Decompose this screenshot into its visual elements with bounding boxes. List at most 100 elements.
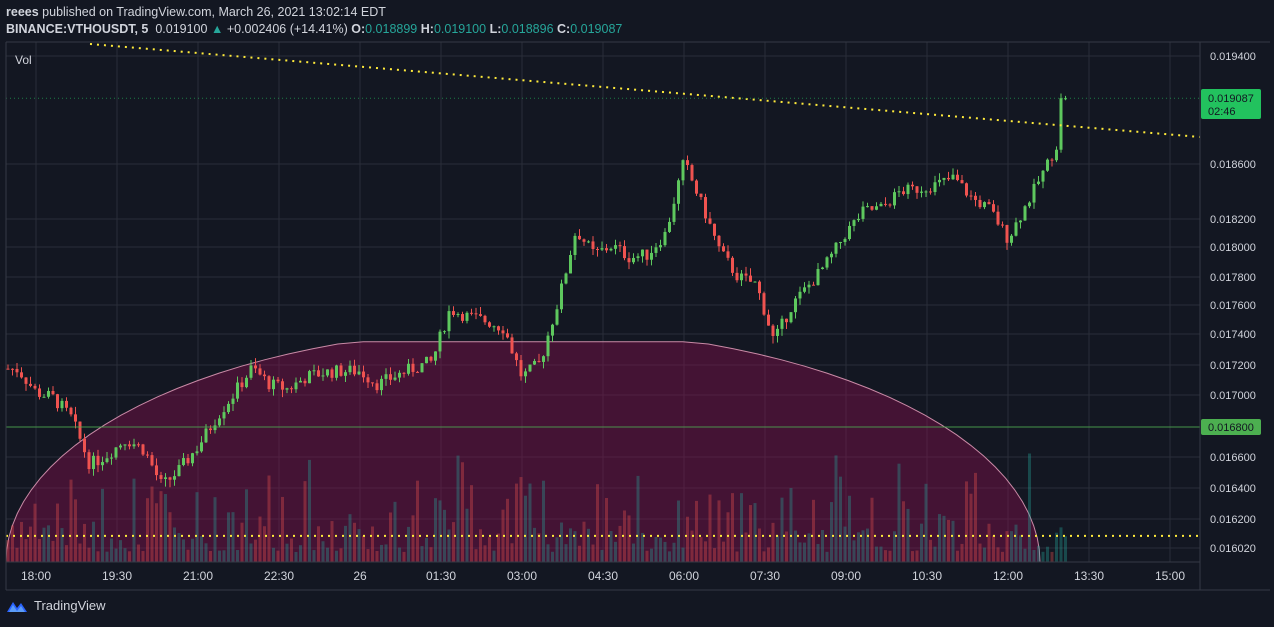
candle-body: [299, 380, 302, 383]
candle-body: [686, 160, 689, 166]
author-name[interactable]: reees: [6, 5, 39, 19]
candle-body: [569, 255, 572, 274]
candle-body: [11, 368, 14, 370]
volume-bar: [767, 547, 770, 562]
candle-body: [137, 444, 140, 446]
candle-body: [1032, 183, 1036, 203]
candle-body: [195, 451, 199, 454]
candle-body: [146, 454, 149, 456]
candle-body: [947, 177, 950, 180]
volume-bar: [380, 544, 383, 562]
candle-body: [582, 239, 586, 242]
candle-body: [744, 273, 748, 276]
tradingview-brand: TradingView: [34, 598, 106, 613]
x-tick-label: 18:00: [21, 569, 51, 583]
candle-body: [6, 368, 10, 370]
candle-body: [141, 444, 145, 455]
candle-body: [461, 314, 464, 321]
candle-body: [411, 363, 415, 372]
volume-bar: [263, 526, 266, 562]
candle-body: [533, 360, 536, 365]
volume-bar: [983, 547, 986, 562]
candle-body: [636, 256, 640, 258]
volume-bar: [933, 546, 937, 562]
candle-body: [564, 273, 568, 284]
candle-body: [38, 388, 41, 397]
candle-body: [987, 202, 991, 205]
volume-bar: [789, 488, 793, 562]
level-badge[interactable]: 0.016800: [1201, 419, 1261, 435]
candle-body: [132, 444, 136, 447]
candle-body: [618, 245, 622, 247]
volume-bar: [870, 497, 874, 562]
price-badge[interactable]: 0.019087 02:46: [1201, 89, 1261, 119]
candle-body: [978, 199, 982, 208]
candle-body: [240, 382, 244, 388]
volume-bar: [812, 499, 815, 562]
volume-bar: [924, 483, 928, 562]
candle-body: [1028, 202, 1031, 207]
candle-body: [578, 235, 581, 240]
candle-body: [186, 458, 190, 464]
candle-body: [420, 363, 424, 373]
candle-body: [938, 179, 941, 183]
volume-bar: [204, 543, 208, 562]
volume-bar: [1001, 551, 1004, 562]
candle-body: [123, 444, 127, 446]
volume-bar: [438, 500, 442, 562]
candle-body: [416, 371, 419, 373]
volume-bar: [276, 550, 280, 562]
candle-body: [1019, 220, 1022, 223]
candle-body: [456, 314, 460, 316]
candle-body: [402, 372, 406, 374]
candle-body: [92, 455, 95, 470]
volume-bar: [1050, 551, 1054, 562]
candle-body: [335, 365, 338, 378]
volume-bar: [267, 475, 271, 562]
volume-bar: [996, 547, 1000, 562]
candle-body: [110, 457, 113, 459]
low-value: 0.018896: [501, 22, 554, 36]
candle-body: [996, 211, 1000, 225]
candle-body: [798, 291, 802, 299]
volume-bar: [434, 498, 437, 562]
volume-bar: [1046, 546, 1049, 562]
candle-body: [956, 174, 959, 181]
volume-bar: [299, 545, 302, 562]
candle-body: [542, 356, 545, 362]
footer[interactable]: TradingView: [6, 598, 106, 613]
candle-body: [87, 452, 91, 470]
candle-body: [1041, 170, 1045, 182]
candle-body: [362, 371, 365, 378]
volume-bar: [371, 526, 374, 562]
candle-body: [60, 400, 64, 409]
candle-body: [816, 269, 820, 286]
volume-arc: [5, 341, 1041, 563]
candle-body: [767, 314, 770, 326]
candle-body: [348, 365, 352, 373]
candle-body: [204, 428, 208, 443]
volume-bar: [780, 497, 784, 562]
volume-bar: [317, 526, 320, 562]
volume-bar: [465, 508, 469, 562]
volume-bar: [636, 475, 640, 562]
level-badge-value: 0.016800: [1208, 422, 1254, 434]
volume-bar: [398, 547, 401, 562]
volume-bar: [420, 546, 424, 562]
volume-bar: [330, 521, 334, 562]
symbol-label[interactable]: BINANCE:VTHOUSDT, 5: [6, 22, 149, 36]
candle-body: [330, 369, 334, 378]
volume-bar: [150, 486, 154, 562]
candle-body: [78, 421, 82, 439]
candle-body: [1064, 98, 1067, 100]
candle-body: [209, 428, 212, 431]
volume-bar: [164, 494, 167, 562]
candle-body: [105, 458, 109, 463]
volume-bar: [816, 544, 820, 562]
volume-bar: [834, 455, 838, 562]
candle-body: [1059, 98, 1063, 150]
candle-body: [870, 206, 874, 210]
volume-bar: [596, 484, 599, 562]
x-tick-label: 21:00: [183, 569, 213, 583]
